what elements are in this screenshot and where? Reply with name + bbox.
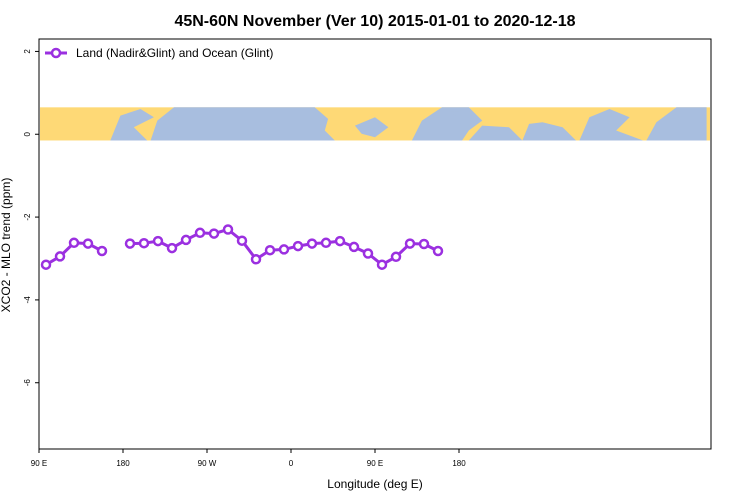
data-point [418,238,430,250]
data-point [54,251,66,262]
chart-title: 45N-60N November (Ver 10) 2015-01-01 to … [174,13,575,30]
map-ocean-region [646,107,707,141]
data-point [222,224,234,235]
data-point [152,235,164,247]
map-ocean-region [150,107,335,141]
series-layer [40,224,444,270]
y-tick-label: -6 [23,379,32,387]
map-ocean-region [579,109,643,141]
data-point [250,254,262,265]
x-tick-label: 180 [452,459,466,468]
map-ocean-region [411,107,483,141]
x-tick-label: 180 [116,459,130,468]
x-tick-label: 90 E [31,459,47,468]
data-point [180,234,192,246]
x-axis-label: Longitude (deg E) [327,477,422,491]
x-axis-ticks: 90 E 180 90 W 0 90 E 180 [31,449,466,468]
map-ocean-region [522,122,576,141]
data-point [390,251,402,263]
data-point [306,238,318,249]
legend-marker [50,47,62,59]
map-ocean-region [110,109,154,141]
data-point [334,235,346,247]
data-point [404,238,416,249]
data-point [96,245,108,257]
x-tick-label: 90 E [367,459,383,468]
y-tick-label: 2 [23,49,32,54]
data-point [194,227,206,239]
data-point [376,259,388,270]
data-point [68,237,80,249]
y-tick-label: -4 [23,296,32,304]
data-point [236,235,248,246]
data-point [40,259,52,270]
data-point [138,237,150,249]
data-point [82,238,94,249]
y-tick-label: -2 [23,213,32,221]
legend-entry-label: Land (Nadir&Glint) and Ocean (Glint) [76,46,273,60]
y-axis-ticks: 2 0 -2 -4 -6 [23,49,39,387]
data-point [432,245,444,257]
data-point [278,244,290,255]
data-point [124,238,136,249]
map-ocean-region [354,117,389,138]
data-point [362,248,374,259]
world-map-strip [40,107,710,141]
legend: Land (Nadir&Glint) and Ocean (Glint) [45,46,273,60]
x-tick-label: 0 [289,459,294,468]
data-point [208,228,220,239]
data-point [292,240,304,252]
data-point [264,244,276,256]
y-tick-label: 0 [23,131,32,136]
x-tick-label: 90 W [198,459,217,468]
map-ocean-region [468,125,523,141]
data-point [348,241,360,253]
map-ocean-region [448,110,463,118]
y-axis-label: XCO2 - MLO trend (ppm) [0,178,13,313]
data-point [166,242,178,254]
data-point [320,237,332,249]
